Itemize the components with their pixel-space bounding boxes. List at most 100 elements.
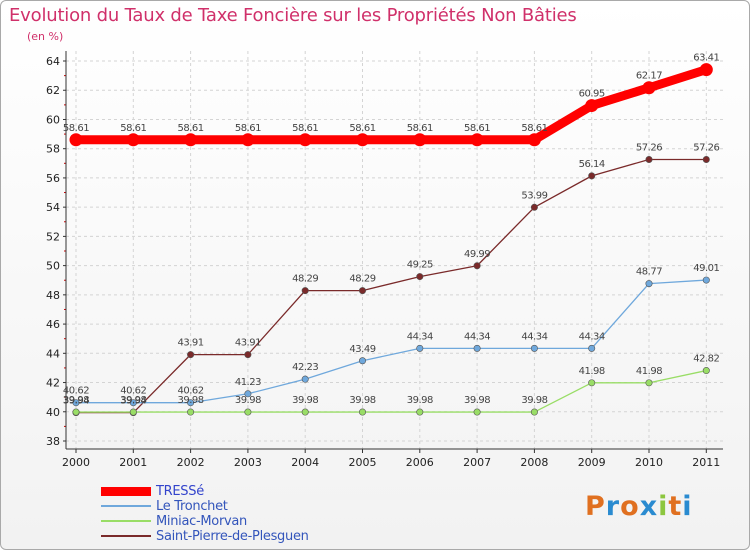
data-point xyxy=(470,133,484,147)
data-point xyxy=(69,133,83,147)
data-point xyxy=(187,399,195,407)
data-label: 48.29 xyxy=(349,274,375,285)
data-point xyxy=(244,351,252,359)
logo-letter: i xyxy=(682,491,693,522)
data-point xyxy=(358,287,366,295)
x-tick-label: 2008 xyxy=(520,456,548,469)
data-point xyxy=(358,357,366,365)
data-point xyxy=(588,379,596,387)
data-point xyxy=(301,408,309,416)
data-point xyxy=(416,344,424,352)
data-point xyxy=(530,203,538,211)
data-point xyxy=(642,81,656,95)
data-label: 56.14 xyxy=(579,159,605,170)
data-label: 39.98 xyxy=(292,395,318,406)
data-point xyxy=(301,375,309,383)
legend-swatch xyxy=(101,505,151,507)
data-label: 53.99 xyxy=(521,190,547,201)
data-label: 39.98 xyxy=(464,395,490,406)
data-label: 43.91 xyxy=(235,338,261,349)
data-point xyxy=(588,344,596,352)
data-label: 58.61 xyxy=(349,123,375,134)
data-point xyxy=(527,133,541,147)
x-tick-label: 2006 xyxy=(406,456,434,469)
series-line-2 xyxy=(75,369,707,413)
legend-swatch xyxy=(101,520,151,522)
legend-swatch xyxy=(101,487,151,496)
data-label: 60.95 xyxy=(579,89,605,100)
data-point xyxy=(473,344,481,352)
data-point xyxy=(298,133,312,147)
data-label: 58.61 xyxy=(521,123,547,134)
data-point xyxy=(702,367,710,375)
data-point xyxy=(416,273,424,281)
data-point xyxy=(241,133,255,147)
y-tick-label: 62 xyxy=(46,84,60,97)
y-tick-label: 64 xyxy=(46,55,60,68)
y-tick-label: 44 xyxy=(46,347,60,360)
data-label: 43.49 xyxy=(349,344,375,355)
data-point xyxy=(702,156,710,164)
legend-swatch xyxy=(101,535,151,537)
x-tick-label: 2004 xyxy=(291,456,319,469)
data-label: 49.25 xyxy=(407,260,433,271)
x-tick-label: 2005 xyxy=(349,456,377,469)
data-point xyxy=(645,379,653,387)
data-point xyxy=(645,280,653,288)
legend-label: Saint-Pierre-de-Plesguen xyxy=(156,529,309,544)
data-label: 63.41 xyxy=(693,53,719,64)
y-tick-label: 38 xyxy=(46,435,60,448)
x-tick-label: 2002 xyxy=(177,456,205,469)
y-tick-label: 58 xyxy=(46,143,60,156)
logo-letter: r xyxy=(605,491,621,522)
data-point xyxy=(413,133,427,147)
data-point xyxy=(416,408,424,416)
data-point xyxy=(358,408,366,416)
data-point xyxy=(187,351,195,359)
data-label: 39.94 xyxy=(120,396,146,407)
data-point xyxy=(530,344,538,352)
legend-label: TRESSé xyxy=(156,484,204,499)
x-tick-label: 2003 xyxy=(234,456,262,469)
data-label: 58.61 xyxy=(120,123,146,134)
x-tick-label: 2001 xyxy=(119,456,147,469)
data-label: 48.29 xyxy=(292,274,318,285)
data-label: 44.34 xyxy=(579,331,605,342)
y-tick-label: 56 xyxy=(46,172,60,185)
y-tick-label: 42 xyxy=(46,377,60,390)
chart-title: Evolution du Taux de Taxe Foncière sur l… xyxy=(9,5,577,26)
data-label: 44.34 xyxy=(521,331,547,342)
data-point xyxy=(301,287,309,295)
data-label: 58.61 xyxy=(464,123,490,134)
data-point xyxy=(244,408,252,416)
data-label: 42.23 xyxy=(292,362,318,373)
legend-item: TRESSé xyxy=(101,484,309,499)
data-point xyxy=(699,63,713,77)
data-label: 41.98 xyxy=(636,366,662,377)
data-point xyxy=(473,408,481,416)
data-point xyxy=(585,99,599,113)
data-label: 43.91 xyxy=(178,338,204,349)
data-label: 44.34 xyxy=(407,331,433,342)
series-line-0 xyxy=(71,65,711,145)
data-label: 57.26 xyxy=(636,143,662,154)
data-label: 39.98 xyxy=(63,395,89,406)
series-line-1 xyxy=(75,279,707,404)
x-tick-label: 2009 xyxy=(578,456,606,469)
data-label: 44.34 xyxy=(464,331,490,342)
data-label: 58.61 xyxy=(178,123,204,134)
x-tick-label: 2007 xyxy=(463,456,491,469)
data-label: 49.01 xyxy=(693,263,719,274)
legend-item: Saint-Pierre-de-Plesguen xyxy=(101,529,309,544)
data-label: 49.99 xyxy=(464,249,490,260)
data-label: 39.98 xyxy=(407,395,433,406)
y-tick-label: 48 xyxy=(46,289,60,302)
data-label: 39.98 xyxy=(120,395,146,406)
data-point xyxy=(645,156,653,164)
data-label: 42.82 xyxy=(693,354,719,365)
y-tick-label: 52 xyxy=(46,230,60,243)
y-tick-label: 50 xyxy=(46,260,60,273)
data-label: 41.23 xyxy=(235,377,261,388)
